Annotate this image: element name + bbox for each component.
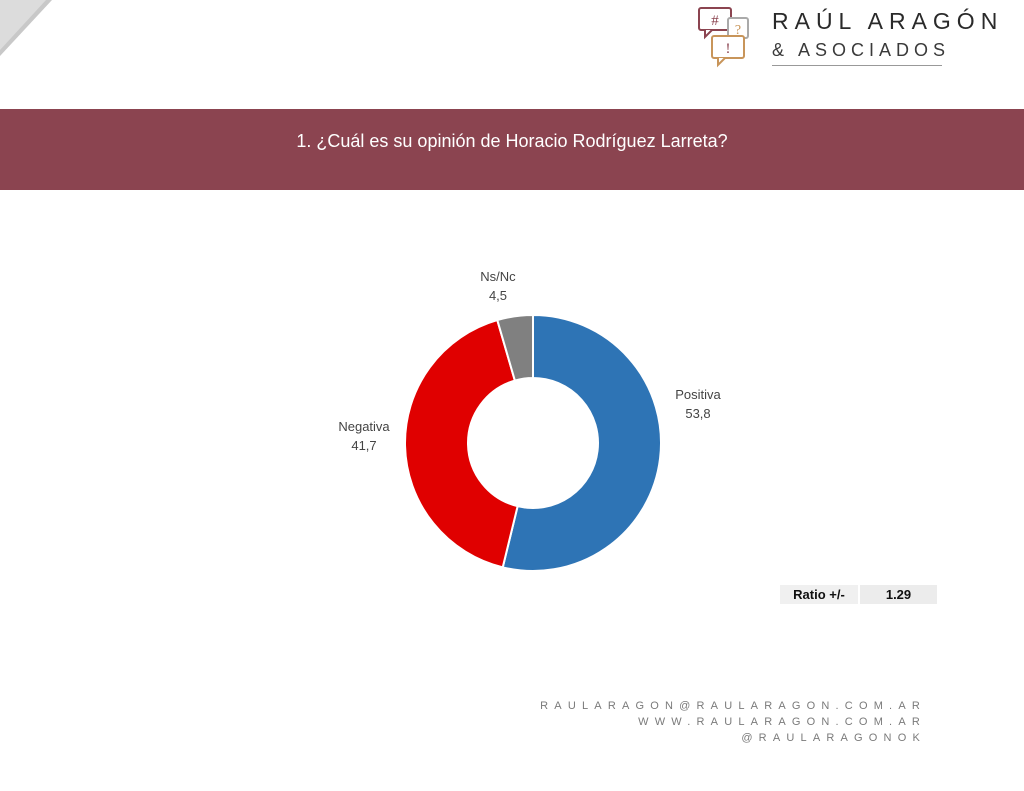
logo-question-glyph: ? xyxy=(735,23,741,38)
value-label: 4,5 xyxy=(489,288,507,303)
ratio-box: Ratio +/- 1.29 xyxy=(780,585,937,604)
logo-subtitle: & ASOCIADOS xyxy=(772,40,951,60)
title-band: 1. ¿Cuál es su opinión de Horacio Rodríg… xyxy=(0,109,1024,190)
chart-title: 1. ¿Cuál es su opinión de Horacio Rodríg… xyxy=(296,131,728,151)
logo-divider xyxy=(772,65,942,66)
category-label: Negativa xyxy=(338,419,390,434)
slice-ns-nc xyxy=(496,313,534,382)
logo-exclamation-glyph: ! xyxy=(726,41,731,57)
logo-hash-glyph: # xyxy=(711,13,719,29)
category-label: Positiva xyxy=(675,387,721,402)
logo-name: RAÚL ARAGÓN xyxy=(772,8,1004,34)
contact-email: RAULARAGON@RAULARAGON.COM.AR xyxy=(540,700,926,712)
page-corner-fold-inner xyxy=(0,0,46,50)
category-label: Ns/Nc xyxy=(480,269,516,284)
company-logo: # ? ! RAÚL ARAGÓN & ASOCIADOS xyxy=(696,4,1016,70)
slice-negativa xyxy=(404,318,519,569)
contact-website: WWW.RAULARAGON.COM.AR xyxy=(638,716,926,728)
ratio-label: Ratio +/- xyxy=(780,585,858,604)
value-label: 53,8 xyxy=(685,406,710,421)
speech-bubbles-icon: # ? ! xyxy=(698,7,749,68)
value-label: 41,7 xyxy=(351,438,376,453)
ratio-value: 1.29 xyxy=(860,585,937,604)
slice-positiva xyxy=(501,313,662,572)
contact-info: RAULARAGON@RAULARAGON.COM.AR WWW.RAULARA… xyxy=(540,698,926,746)
contact-social: @RAULARAGONOK xyxy=(741,732,926,744)
